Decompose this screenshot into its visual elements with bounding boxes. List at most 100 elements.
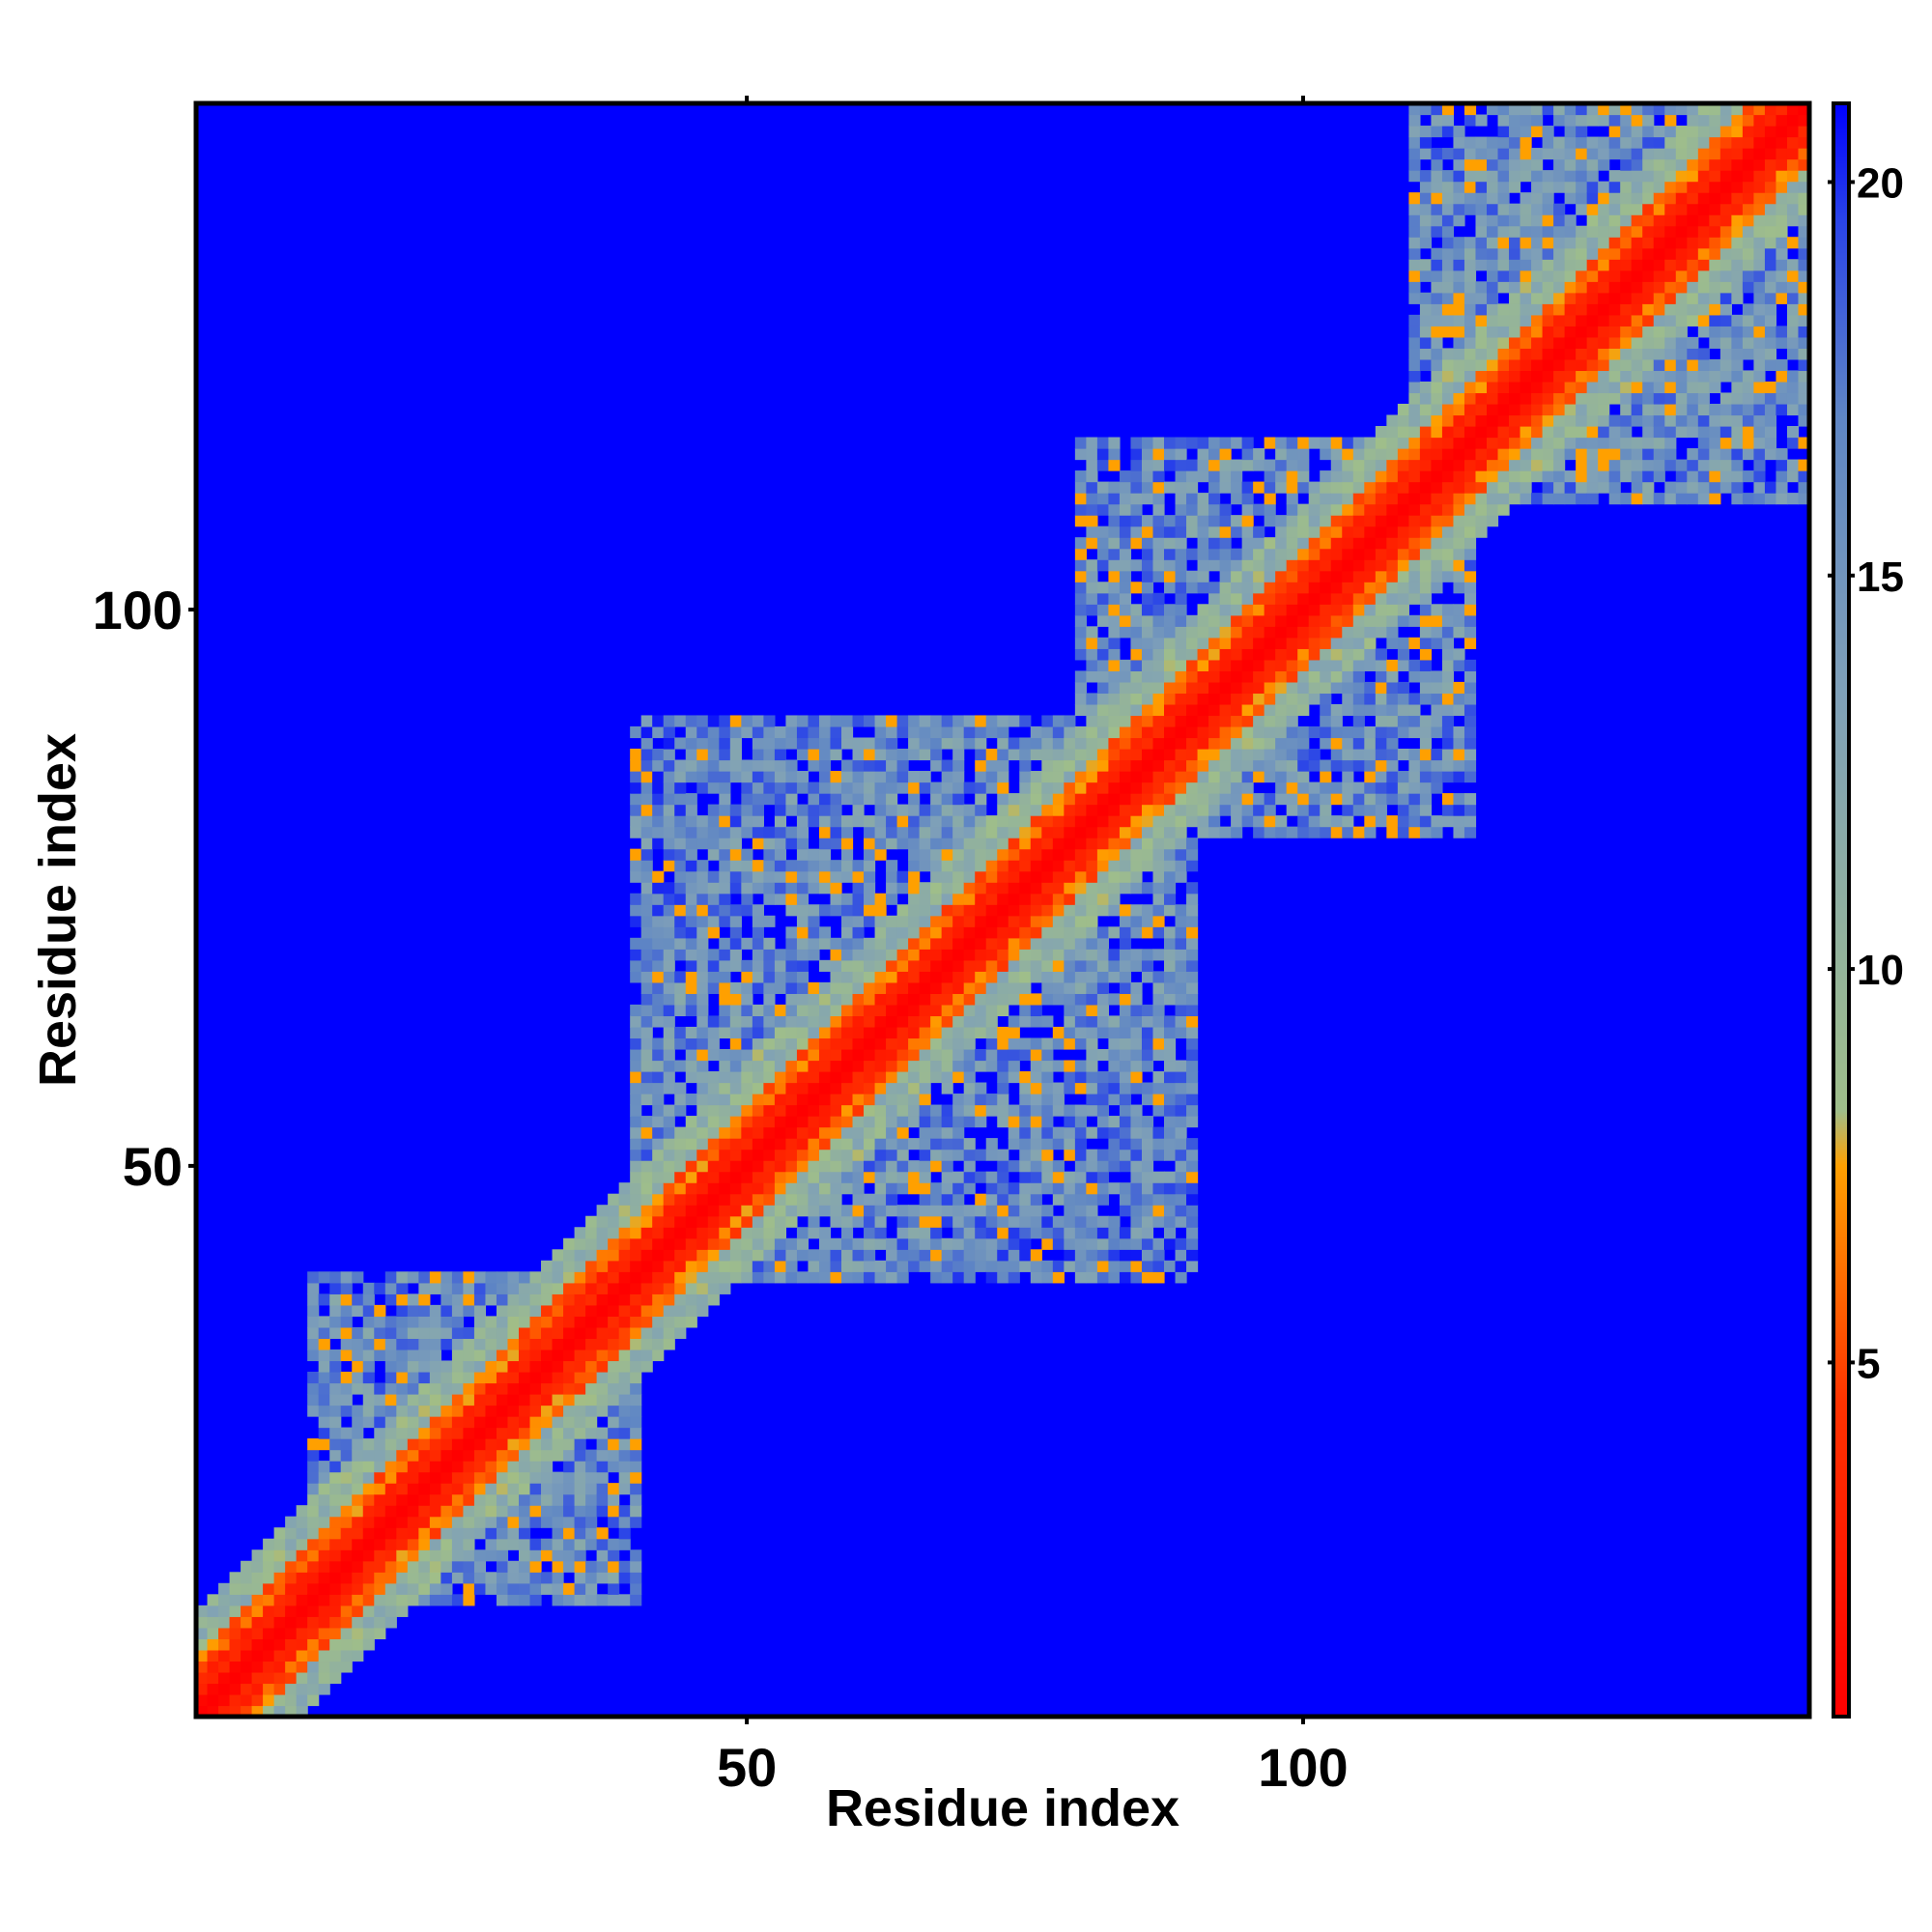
heatmap-cell [997, 715, 1009, 727]
heatmap-cell [663, 1338, 675, 1350]
heatmap-cell [1175, 670, 1187, 683]
heatmap-cell [1342, 759, 1354, 772]
heatmap-cell [1275, 749, 1288, 761]
heatmap-cell [774, 1082, 787, 1094]
heatmap-cell [1330, 592, 1343, 605]
heatmap-cell [864, 759, 876, 772]
heatmap-cell [930, 1227, 943, 1239]
heatmap-cell [307, 1638, 320, 1651]
heatmap-cell [707, 882, 720, 895]
heatmap-cell [1108, 1048, 1121, 1062]
heatmap-cell [719, 959, 731, 972]
heatmap-cell [1275, 559, 1288, 572]
heatmap-cell [864, 1026, 876, 1039]
heatmap-cell [263, 1671, 275, 1685]
heatmap-cell [473, 1394, 487, 1406]
heatmap-cell [752, 1160, 764, 1173]
heatmap-cell [630, 1205, 642, 1217]
heatmap-cell [1086, 781, 1098, 794]
heatmap-cell [830, 1116, 842, 1128]
heatmap-cell [1520, 214, 1532, 227]
heatmap-cell [1130, 582, 1143, 594]
heatmap-cell [618, 1382, 631, 1395]
heatmap-cell [640, 771, 653, 783]
heatmap-cell [1130, 1037, 1143, 1050]
heatmap-cell [874, 1237, 887, 1250]
heatmap-cell [1096, 893, 1110, 905]
heatmap-cell [1164, 904, 1177, 917]
heatmap-cell [574, 1549, 586, 1562]
heatmap-cell [1175, 626, 1187, 639]
heatmap-cell [1542, 370, 1554, 383]
heatmap-cell [1096, 1004, 1110, 1017]
heatmap-cell [1553, 403, 1566, 416]
heatmap-cell [652, 1171, 665, 1183]
heatmap-cell [1130, 1048, 1143, 1062]
heatmap-cell [1297, 681, 1310, 695]
heatmap-cell [1208, 559, 1221, 572]
heatmap-cell [1186, 1104, 1199, 1117]
heatmap-cell [874, 1116, 887, 1128]
heatmap-cell [362, 1505, 375, 1518]
heatmap-cell [1074, 1015, 1087, 1028]
heatmap-cell [529, 1483, 542, 1495]
heatmap-cell [1419, 614, 1433, 627]
heatmap-cell [1453, 493, 1465, 505]
heatmap-cell [729, 1071, 742, 1084]
heatmap-cell [841, 1104, 854, 1117]
heatmap-cell [1531, 403, 1544, 416]
heatmap-cell [473, 1471, 487, 1484]
heatmap-cell [507, 1483, 520, 1495]
heatmap-cell [1008, 949, 1020, 961]
heatmap-cell [752, 915, 764, 927]
heatmap-cell [1509, 414, 1521, 427]
heatmap-cell [952, 1227, 965, 1239]
heatmap-cell [1219, 503, 1232, 516]
heatmap-cell [1330, 715, 1343, 727]
heatmap-cell [218, 1616, 231, 1629]
heatmap-cell [1130, 826, 1143, 838]
heatmap-cell [529, 1505, 542, 1518]
heatmap-cell [841, 781, 854, 794]
heatmap-cell [985, 915, 998, 927]
heatmap-cell [574, 1438, 586, 1451]
heatmap-cell [919, 1193, 931, 1206]
heatmap-cell [251, 1693, 264, 1707]
heatmap-cell [952, 737, 965, 750]
heatmap-cell [407, 1560, 419, 1573]
heatmap-cell [630, 904, 642, 917]
heatmap-cell [874, 1215, 887, 1228]
heatmap-cell [362, 1572, 375, 1584]
heatmap-cell [908, 1171, 921, 1183]
heatmap-cell [340, 1627, 353, 1639]
heatmap-cell [1475, 503, 1488, 516]
heatmap-cell [362, 1382, 375, 1395]
heatmap-cell [674, 882, 687, 895]
heatmap-cell [785, 1060, 798, 1072]
heatmap-cell [529, 1549, 542, 1562]
heatmap-cell [652, 725, 665, 739]
heatmap-cell [796, 1171, 810, 1183]
heatmap-cell [485, 1505, 497, 1518]
heatmap-cell [541, 1360, 554, 1373]
heatmap-cell [1397, 481, 1409, 494]
heatmap-cell [618, 1416, 631, 1429]
heatmap-cell [1164, 515, 1177, 527]
heatmap-cell [1096, 1260, 1110, 1272]
heatmap-cell [1175, 559, 1187, 572]
heatmap-cell [529, 1538, 542, 1550]
heatmap-cell [663, 981, 675, 994]
heatmap-cell [952, 915, 965, 927]
heatmap-cell [1497, 426, 1510, 439]
heatmap-cell [1197, 559, 1209, 572]
heatmap-cell [1175, 915, 1187, 927]
heatmap-cell [251, 1605, 264, 1617]
heatmap-cell [808, 781, 820, 794]
heatmap-cell [1241, 781, 1254, 794]
heatmap-cell [752, 1171, 764, 1183]
heatmap-cell [1286, 771, 1298, 783]
heatmap-cell [585, 1371, 598, 1384]
heatmap-cell [719, 949, 731, 961]
heatmap-cell [541, 1293, 554, 1306]
heatmap-cell [630, 848, 642, 861]
